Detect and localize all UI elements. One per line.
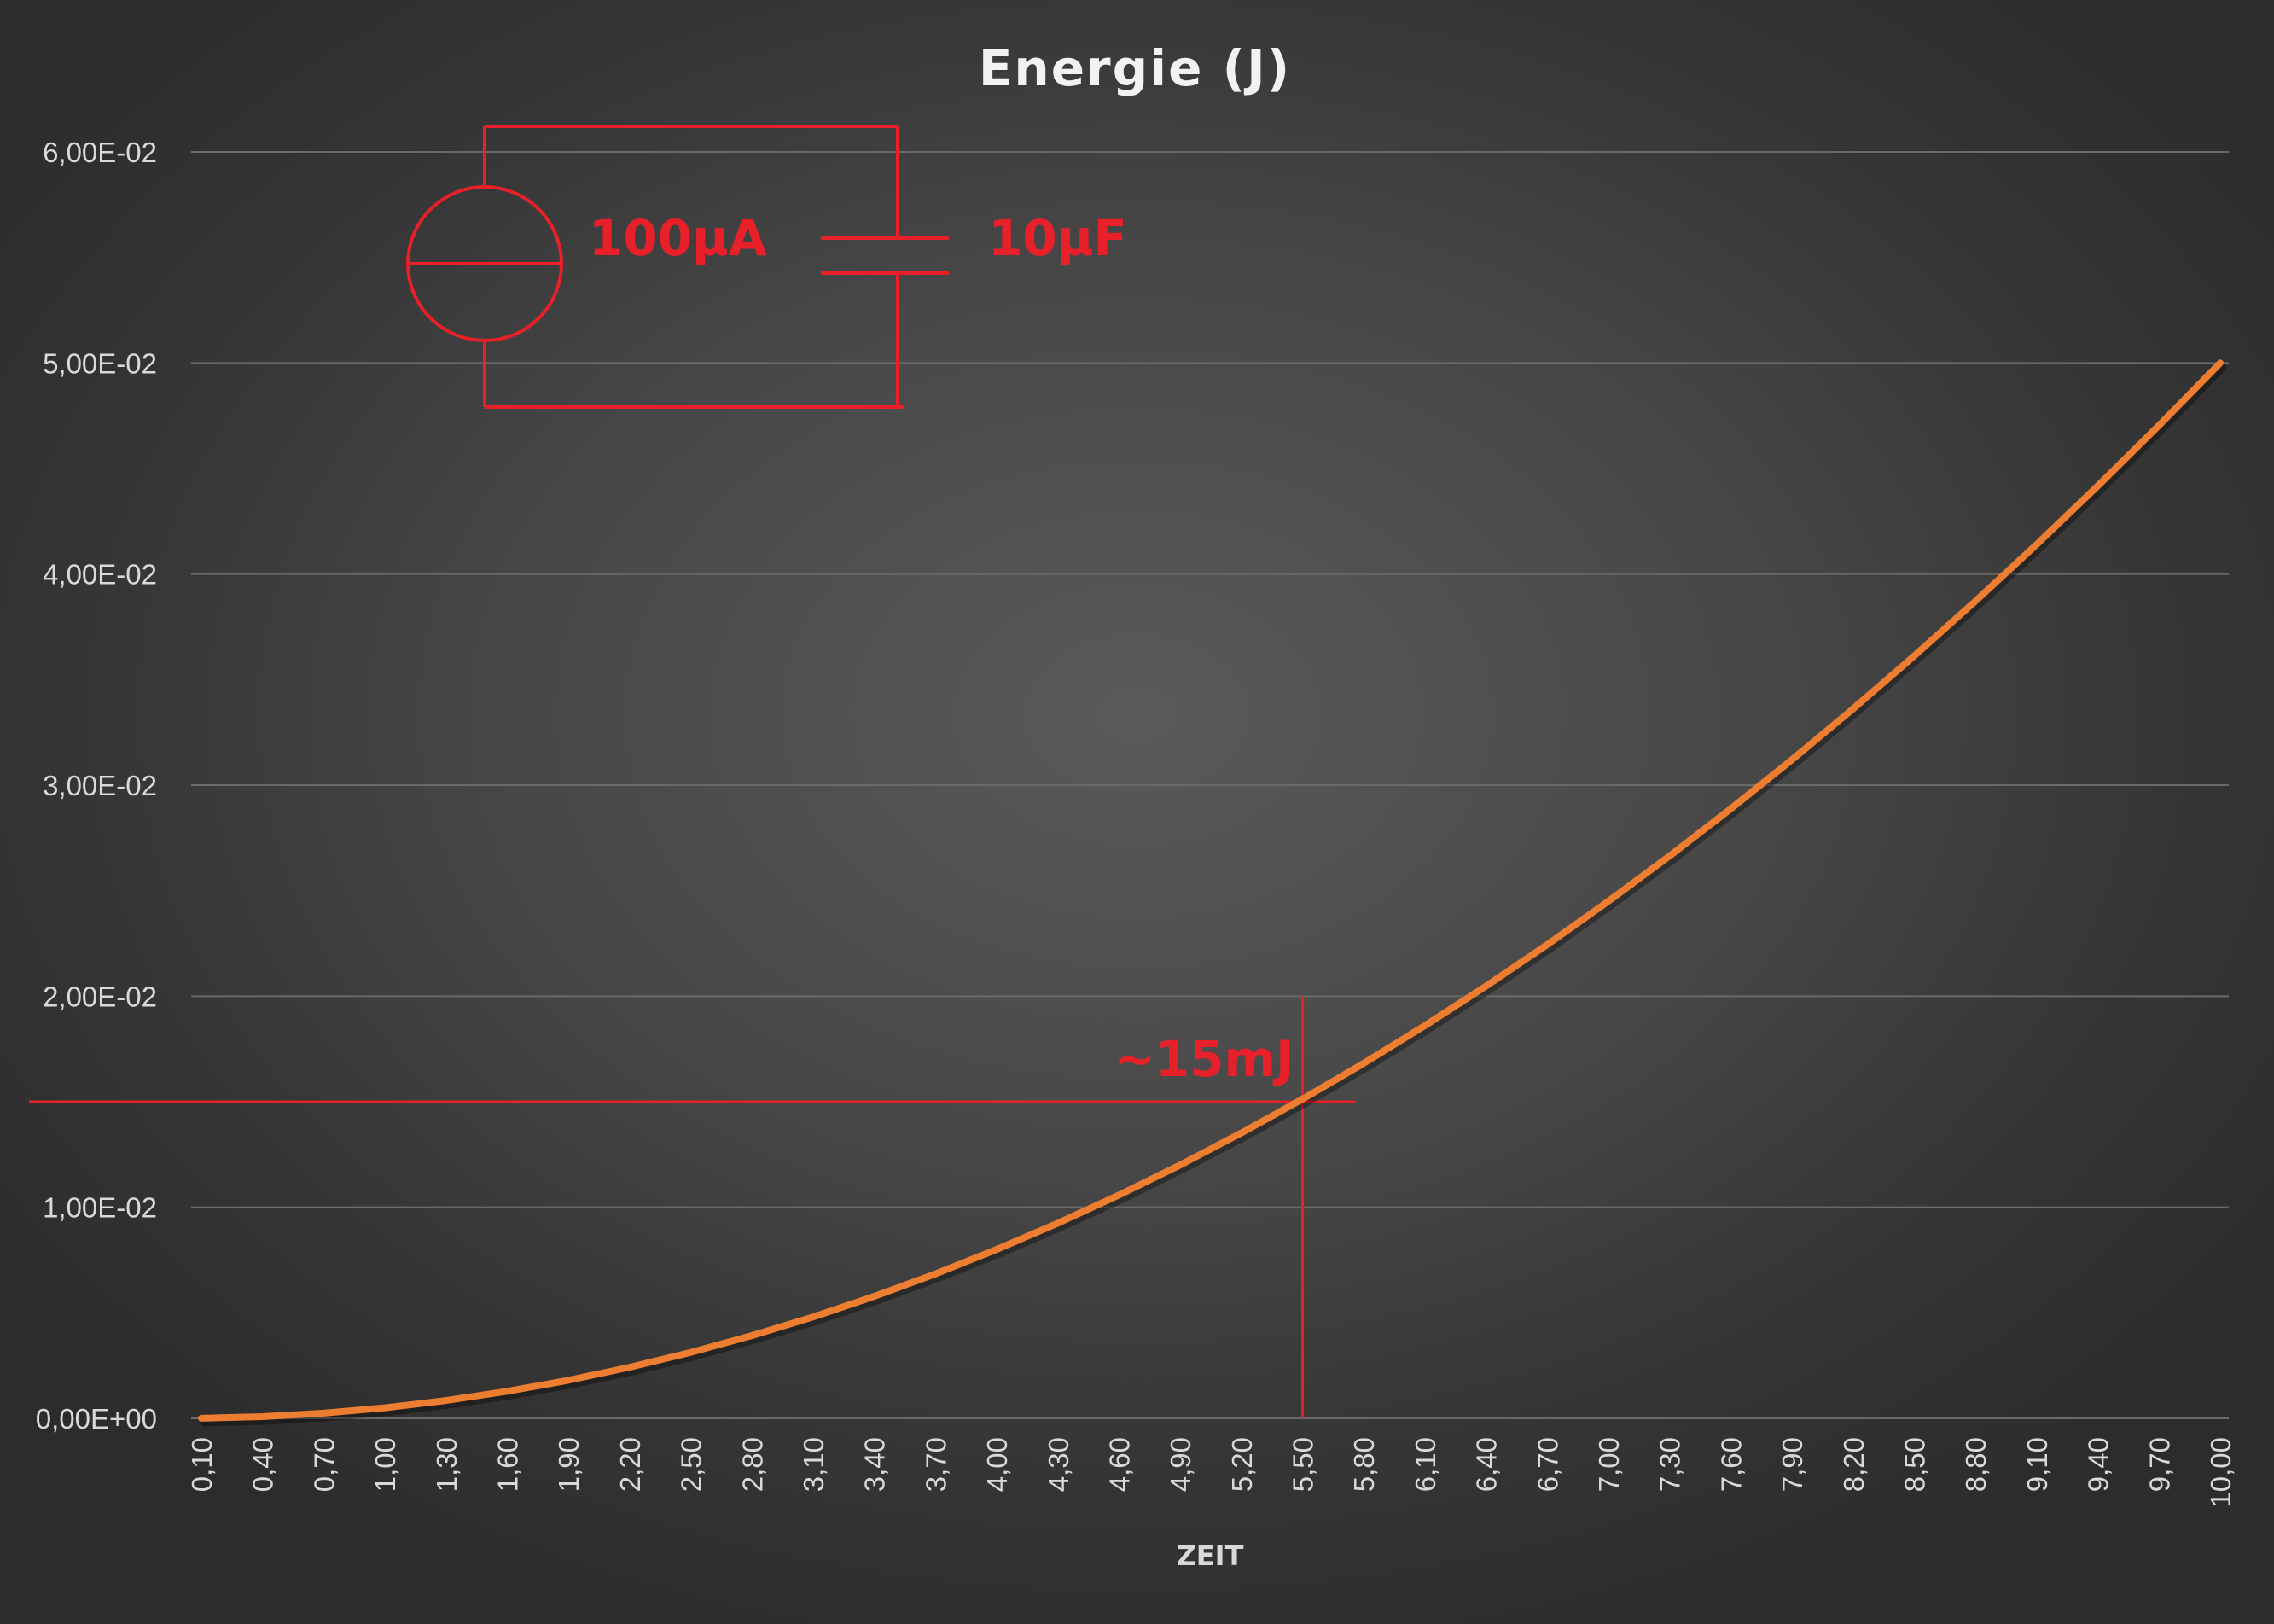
data-point bbox=[1913, 655, 1916, 657]
data-point bbox=[2035, 543, 2038, 545]
y-tick-label: 0,00E+00 bbox=[36, 1403, 157, 1435]
data-point bbox=[2219, 362, 2221, 364]
data-point bbox=[751, 1335, 753, 1337]
source-label: 100µA bbox=[589, 209, 767, 267]
data-point bbox=[1668, 854, 1671, 857]
x-tick-label: 2,20 bbox=[614, 1437, 646, 1492]
data-point bbox=[1546, 943, 1549, 946]
data-point bbox=[506, 1390, 509, 1393]
x-tick-label: 4,30 bbox=[1043, 1437, 1074, 1492]
data-point bbox=[811, 1316, 814, 1318]
data-point bbox=[1974, 600, 1977, 602]
series-energy bbox=[198, 359, 2227, 1427]
data-point bbox=[1608, 900, 1610, 903]
data-point bbox=[1240, 1132, 1242, 1134]
x-tick-label: 4,60 bbox=[1103, 1437, 1135, 1492]
x-tick-label: 7,90 bbox=[1777, 1437, 1808, 1492]
x-tick-label: 1,30 bbox=[431, 1437, 462, 1492]
data-point bbox=[1179, 1164, 1182, 1167]
x-tick-label: 9,40 bbox=[2083, 1437, 2114, 1492]
x-tick-label: 6,10 bbox=[1410, 1437, 1441, 1492]
data-point bbox=[445, 1400, 447, 1402]
y-tick-label: 1,00E-02 bbox=[43, 1192, 157, 1224]
chart-title: Energie (J) bbox=[979, 39, 1291, 97]
data-point bbox=[1485, 985, 1487, 987]
data-point bbox=[1852, 707, 1854, 710]
marker-label: ~15mJ bbox=[1114, 1030, 1294, 1088]
data-point bbox=[1363, 1062, 1365, 1064]
x-tick-label: 5,80 bbox=[1348, 1437, 1380, 1492]
gridlines bbox=[191, 151, 2229, 1419]
data-point bbox=[1118, 1194, 1120, 1196]
x-tick-label: 7,60 bbox=[1715, 1437, 1747, 1492]
y-tick-label: 2,00E-02 bbox=[43, 981, 157, 1012]
x-tick-label: 2,80 bbox=[736, 1437, 768, 1492]
data-point bbox=[1791, 759, 1794, 761]
x-tick-label: 4,00 bbox=[981, 1437, 1013, 1492]
circuit-diagram: 100µA 10µF bbox=[406, 125, 1127, 409]
data-point bbox=[873, 1295, 875, 1298]
x-tick-label: 0,40 bbox=[247, 1437, 279, 1492]
data-point bbox=[567, 1379, 570, 1382]
x-tick-label: 2,50 bbox=[676, 1437, 707, 1492]
x-tick-label: 7,30 bbox=[1655, 1437, 1686, 1492]
y-tick-label: 6,00E-02 bbox=[43, 137, 157, 168]
y-tick-label: 3,00E-02 bbox=[43, 770, 157, 801]
x-tick-label: 3,10 bbox=[798, 1437, 829, 1492]
x-tick-label: 5,50 bbox=[1288, 1437, 1319, 1492]
x-tick-label: 8,20 bbox=[1838, 1437, 1870, 1492]
data-point bbox=[1056, 1222, 1059, 1225]
x-tick-label: 3,40 bbox=[859, 1437, 891, 1492]
x-tick-label: 4,90 bbox=[1165, 1437, 1196, 1492]
data-point bbox=[384, 1406, 387, 1409]
data-point bbox=[1730, 807, 1732, 810]
data-point bbox=[323, 1412, 325, 1414]
x-tick-label: 1,90 bbox=[553, 1437, 584, 1492]
data-point bbox=[996, 1249, 998, 1251]
data-point bbox=[2158, 424, 2161, 427]
x-tick-label: 6,40 bbox=[1471, 1437, 1503, 1492]
data-point bbox=[689, 1351, 692, 1353]
capacitor-label: 10µF bbox=[988, 209, 1127, 267]
x-tick-label: 0,70 bbox=[308, 1437, 340, 1492]
x-tick-label: 8,80 bbox=[1960, 1437, 1992, 1492]
x-tick-label: 1,00 bbox=[369, 1437, 401, 1492]
x-tick-label: 6,70 bbox=[1532, 1437, 1563, 1492]
x-tick-label: 7,00 bbox=[1593, 1437, 1625, 1492]
data-point bbox=[2097, 485, 2099, 487]
x-tick-label: 8,50 bbox=[1899, 1437, 1931, 1492]
data-point bbox=[261, 1416, 264, 1418]
series-line bbox=[198, 359, 2224, 1422]
data-point bbox=[1423, 1024, 1426, 1027]
data-point bbox=[201, 1417, 202, 1419]
x-tick-label: 0,10 bbox=[186, 1437, 218, 1492]
y-tick-label: 5,00E-02 bbox=[43, 347, 157, 379]
energy-marker: ~15mJ bbox=[29, 996, 1356, 1418]
x-axis-tick-labels: 0,10 0,40 0,70 1,00 1,30 1,60 1,90 2,20 2,50 2,80… bbox=[186, 1437, 2236, 1508]
series-shadow bbox=[200, 363, 2227, 1427]
y-tick-label: 4,00E-02 bbox=[43, 559, 157, 591]
x-tick-label: 1,60 bbox=[491, 1437, 523, 1492]
y-axis-tick-labels: 0,00E+00 1,00E-02 2,00E-02 3,00E-02 4,00E-02… bbox=[36, 137, 157, 1435]
x-tick-label: 9,10 bbox=[2021, 1437, 2053, 1492]
x-tick-label: 5,20 bbox=[1226, 1437, 1258, 1492]
x-tick-label: 10,00 bbox=[2205, 1437, 2236, 1508]
x-tick-label: 9,70 bbox=[2143, 1437, 2175, 1492]
data-point bbox=[934, 1272, 937, 1275]
x-tick-label: 3,70 bbox=[920, 1437, 951, 1492]
data-point bbox=[1301, 1097, 1304, 1100]
data-point bbox=[628, 1366, 631, 1369]
x-axis-label: ZEIT bbox=[1177, 1540, 1244, 1572]
